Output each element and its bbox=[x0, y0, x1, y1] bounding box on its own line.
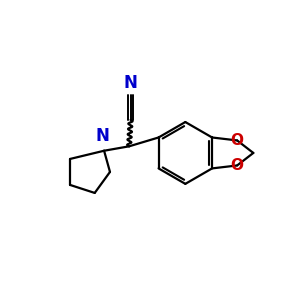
Text: N: N bbox=[124, 74, 137, 92]
Text: O: O bbox=[231, 158, 244, 173]
Text: N: N bbox=[96, 128, 110, 146]
Text: O: O bbox=[231, 133, 244, 148]
